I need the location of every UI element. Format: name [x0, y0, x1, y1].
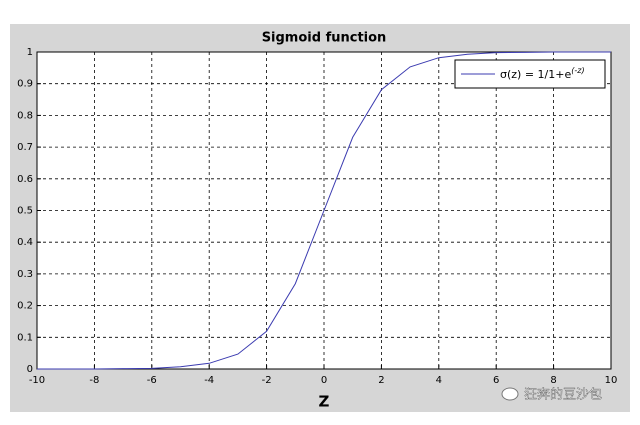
x-tick-label: 4	[436, 375, 442, 386]
x-tick-label: -6	[147, 375, 157, 386]
y-tick-label: 0	[27, 364, 33, 375]
x-tick-label: 0	[321, 375, 327, 386]
y-tick-label: 0.6	[17, 174, 33, 185]
chart-title: Sigmoid function	[262, 31, 387, 46]
line-series	[37, 51, 611, 370]
y-tick-label: 0.5	[17, 206, 33, 217]
watermark: 狂奔的豆沙包	[501, 386, 602, 403]
legend-label: σ(z) = 1/1+e(-z)	[500, 66, 585, 82]
legend-label-superscript: (-z)	[571, 66, 584, 75]
legend-label-main: σ(z) = 1/1+e	[500, 68, 571, 81]
watermark-text: 狂奔的豆沙包	[524, 387, 602, 403]
x-tick-label: 6	[493, 375, 499, 386]
y-tick-label: 1	[27, 47, 33, 58]
x-tick-label: 10	[605, 375, 618, 386]
y-tick-label: 0.3	[17, 269, 33, 280]
y-tick-label: 0.9	[17, 79, 33, 90]
x-tick-label: -8	[89, 375, 99, 386]
x-tick-label: -10	[29, 375, 45, 386]
y-tick-label: 0.8	[17, 110, 33, 121]
x-tick-label: 8	[550, 375, 556, 386]
y-tick-label: 0.1	[17, 332, 33, 343]
y-tick-label: 0.2	[17, 301, 33, 312]
x-tick-label: -4	[204, 375, 214, 386]
y-tick-label: 0.7	[17, 142, 33, 153]
watermark-icon	[501, 387, 519, 401]
plot-border	[36, 51, 612, 370]
x-tick-label: 2	[378, 375, 384, 386]
x-tick-label: -2	[262, 375, 272, 386]
y-tick-label: 0.4	[17, 237, 33, 248]
x-axis-label: Z	[319, 393, 330, 411]
